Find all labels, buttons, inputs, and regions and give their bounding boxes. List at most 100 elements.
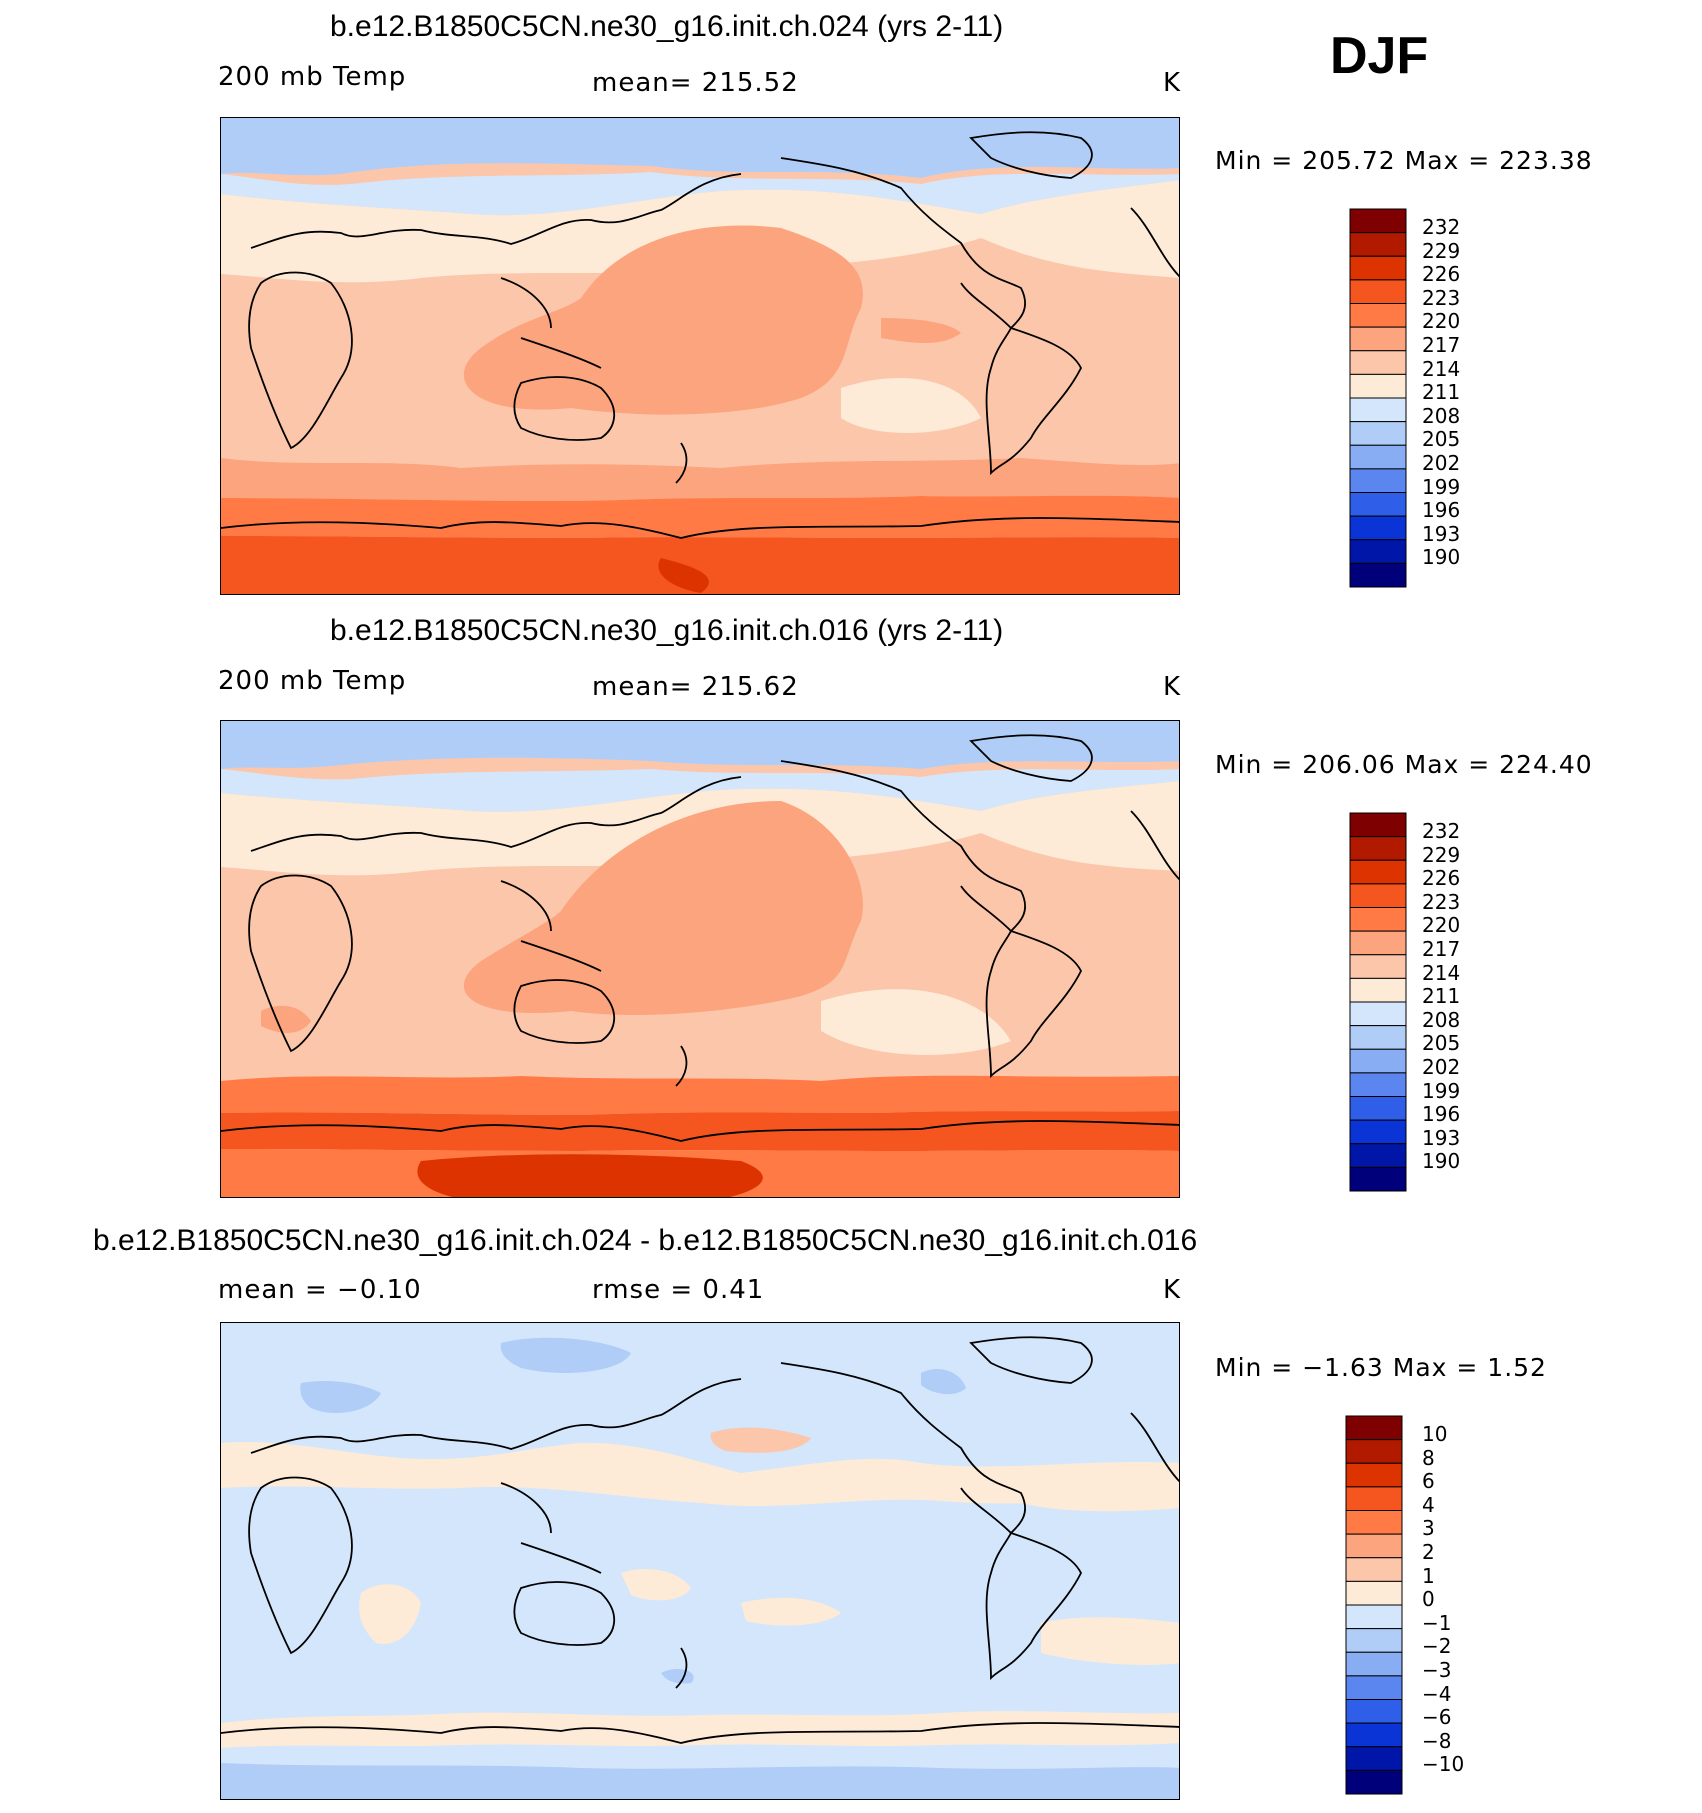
cb3-label: 3 [1422, 1516, 1435, 1541]
cb2-label: 232 [1422, 819, 1461, 843]
panel-2-map [220, 720, 1180, 1198]
colorbar-box [1345, 1746, 1403, 1771]
cb3-label: −1 [1422, 1610, 1452, 1635]
panel-1-minmax: Min = 205.72 Max = 223.38 [1215, 146, 1593, 175]
colorbar-box [1349, 444, 1407, 470]
panel-2-minmax: Min = 206.06 Max = 224.40 [1215, 750, 1593, 779]
colorbar-box [1349, 397, 1407, 423]
colorbar-box [1349, 977, 1407, 1003]
cb1-label: 226 [1422, 262, 1461, 287]
cb2-label: 214 [1422, 960, 1461, 985]
colorbar-box [1349, 492, 1407, 517]
cb3-label: −8 [1422, 1728, 1452, 1753]
colorbar-box [1349, 515, 1407, 541]
cb3-label: −2 [1422, 1634, 1452, 1659]
cb3-label: −10 [1422, 1752, 1465, 1777]
cb3-label: −3 [1422, 1658, 1452, 1682]
panel-3-minmax: Min = −1.63 Max = 1.52 [1215, 1353, 1547, 1382]
panel-3-title: b.e12.B1850C5CN.ne30_g16.init.ch.024 - b… [93, 1224, 1198, 1257]
colorbar-box [1345, 1580, 1403, 1606]
panel-1-map [220, 117, 1180, 595]
colorbar-box [1345, 1769, 1403, 1795]
cb2-label: 205 [1422, 1031, 1461, 1056]
cb2-label: 190 [1422, 1149, 1461, 1174]
cb2-label: 226 [1422, 866, 1461, 891]
cb1-label: 208 [1422, 403, 1461, 428]
colorbar-box [1345, 1675, 1403, 1701]
panel-1-units-label: K [1163, 68, 1182, 98]
colorbar-box [1345, 1510, 1403, 1535]
colorbar-box [1349, 208, 1407, 234]
panel-3-mean-label: mean = −0.10 [218, 1275, 422, 1305]
colorbar-box [1349, 279, 1407, 305]
colorbar-box [1349, 468, 1407, 494]
cb2-label: 196 [1422, 1102, 1461, 1127]
colorbar-box [1345, 1604, 1403, 1630]
cb3-label: 4 [1422, 1492, 1435, 1517]
colorbar-box [1349, 255, 1407, 281]
colorbar-box [1349, 1048, 1407, 1074]
panel-3-colorbar [1345, 1415, 1466, 1795]
season-label: DJF [1330, 27, 1429, 85]
cb1-label: 223 [1422, 285, 1461, 310]
colorbar-box [1349, 859, 1407, 885]
colorbar-box [1349, 1001, 1407, 1027]
colorbar-box [1349, 836, 1407, 861]
cb3-label: −6 [1422, 1705, 1452, 1730]
colorbar-box [1349, 812, 1407, 838]
cb2-label: 217 [1422, 937, 1461, 961]
colorbar-box [1349, 1025, 1407, 1050]
cb2-label: 220 [1422, 913, 1461, 938]
panel-2-title: b.e12.B1850C5CN.ne30_g16.init.ch.016 (yr… [330, 614, 1004, 647]
cb2-label: 211 [1422, 984, 1461, 1009]
cb1-label: 199 [1422, 474, 1461, 499]
panel-2-colorbar [1349, 812, 1470, 1192]
panel-3-map [220, 1322, 1180, 1800]
colorbar-box [1349, 930, 1407, 956]
colorbar-box [1349, 539, 1407, 564]
colorbar-box [1349, 1143, 1407, 1168]
colorbar-box [1349, 562, 1407, 588]
cb1-label: 193 [1422, 521, 1461, 546]
colorbar-box [1345, 1722, 1403, 1748]
panel-1-title: b.e12.B1850C5CN.ne30_g16.init.ch.024 (yr… [330, 10, 1004, 43]
cb2-label: 229 [1422, 842, 1461, 867]
cb1-label: 190 [1422, 545, 1461, 570]
colorbar-box [1345, 1439, 1403, 1464]
cb1-label: 214 [1422, 356, 1461, 381]
colorbar-box [1349, 303, 1407, 328]
cb1-label: 202 [1422, 451, 1461, 475]
cb1-label: 220 [1422, 309, 1461, 334]
colorbar-box [1349, 907, 1407, 932]
panel-1-mean-label: mean= 215.52 [592, 68, 799, 98]
cb1-label: 217 [1422, 333, 1461, 357]
colorbar-box [1349, 1096, 1407, 1121]
colorbar-box [1349, 350, 1407, 375]
cb2-label: 223 [1422, 889, 1461, 914]
colorbar-box [1345, 1699, 1403, 1724]
panel-2-variable-label: 200 mb Temp [218, 666, 407, 696]
colorbar-box [1349, 1166, 1407, 1192]
colorbar-box [1345, 1486, 1403, 1512]
cb1-label: 211 [1422, 380, 1461, 405]
cb2-label: 208 [1422, 1007, 1461, 1032]
cb1-label: 205 [1422, 427, 1461, 452]
cb2-label: 193 [1422, 1125, 1461, 1150]
colorbar-box [1345, 1651, 1403, 1677]
panel-2-units-label: K [1163, 672, 1182, 702]
panel-1-colorbar [1349, 208, 1470, 588]
colorbar-box [1345, 1462, 1403, 1488]
colorbar-box [1349, 1119, 1407, 1145]
cb2-label: 202 [1422, 1055, 1461, 1079]
panel-2-mean-label: mean= 215.62 [592, 672, 799, 702]
colorbar-box [1349, 373, 1407, 399]
panel-3-units-label: K [1163, 1275, 1182, 1305]
cb1-label: 229 [1422, 238, 1461, 263]
colorbar-box [1349, 421, 1407, 446]
colorbar-box [1349, 954, 1407, 979]
colorbar-box [1345, 1415, 1403, 1441]
panel-3-rmse-label: rmse = 0.41 [592, 1275, 765, 1305]
colorbar-box [1349, 883, 1407, 909]
colorbar-box [1349, 1072, 1407, 1098]
cb1-label: 196 [1422, 498, 1461, 523]
